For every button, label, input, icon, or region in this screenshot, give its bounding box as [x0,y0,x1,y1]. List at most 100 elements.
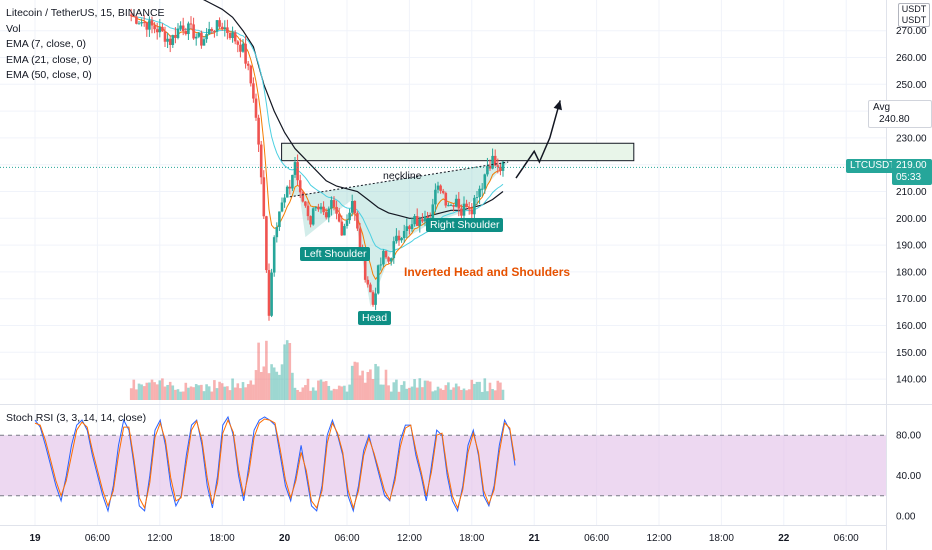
resistance-zone[interactable] [281,142,635,162]
candle-body [496,165,500,167]
candle-body [452,205,455,207]
candle-body [384,250,388,258]
candle-body [150,20,154,26]
ema7-label[interactable]: EMA (7, close, 0) [6,38,86,50]
candle-body [447,205,450,207]
candle-body [283,197,286,203]
candle-body [197,32,201,37]
volume-bar [181,391,185,400]
candle-body [415,216,419,226]
ema50-label[interactable]: EMA (50, close, 0) [6,69,92,81]
volume-bar [236,383,240,400]
volume-bar [309,390,312,400]
candle-body [426,216,429,219]
volume-bar [400,384,403,400]
candle-body [174,35,177,38]
volume-bar [426,380,429,400]
volume-bar [135,389,138,400]
candle-body [249,65,253,84]
volume-bar [415,387,419,400]
volume-bar [402,381,406,400]
projection-arrow-path[interactable] [515,100,561,179]
symbol-title[interactable]: Litecoin / TetherUS, 15, BINANCE [6,7,165,19]
volume-bar [374,363,377,400]
candle-body [335,206,338,214]
volume-bars [129,340,505,400]
volume-bar [226,386,229,400]
volume-bar [395,379,398,400]
candle-body [418,219,422,226]
volume-bar [454,383,458,400]
time-axis[interactable]: 19 06:00 12:00 18:00 20 06:00 12:00 18:00 21 06:0… [29,533,859,544]
head-label[interactable]: Head [358,311,392,325]
candle-body [309,216,312,225]
candle-body [148,20,151,30]
volume-bar [145,382,149,400]
volume-bar [350,365,354,400]
neckline-label[interactable]: neckline [383,170,422,182]
candle-body [272,237,276,273]
price-tick-label: 150.00 [896,348,927,359]
price-axis[interactable]: 270.00260.00250.00240.00230.00220.00210.… [896,26,927,385]
volume-bar [301,387,305,400]
ema21-label[interactable]: EMA (21, close, 0) [6,53,92,66]
candle-body [348,212,351,221]
vol-label[interactable]: Vol [6,22,21,35]
volume-bar [343,385,346,400]
candle-body [465,203,468,208]
volume-bar [184,382,188,400]
candle-body [192,24,195,39]
time-tick-label: 18:00 [210,533,235,544]
countdown-value: 05:33 [896,172,922,183]
volume-bar [387,385,390,400]
candle-body [181,25,185,32]
candle-body [423,216,427,222]
candle-body [304,201,307,206]
volume-bar [280,364,284,400]
volume-bar [447,382,450,400]
candle-body [311,208,315,225]
right-shoulder-label[interactable]: Right Shoulder [426,218,504,232]
left-shoulder-label[interactable]: Left Shoulder [300,247,371,261]
volume-bar [366,372,370,400]
candle-body [317,207,320,210]
currency-unit-badge[interactable]: USDT USDT [898,3,930,27]
volume-bar [275,371,279,400]
candle-body [413,216,416,225]
candle-body [356,213,359,229]
volume-bar [148,382,151,400]
candle-body [382,250,385,265]
volume-bar [496,380,500,400]
volume-bar [137,383,141,400]
stoch-rsi-label[interactable]: Stoch RSI (3, 3, 14, 14, close) [6,412,147,424]
unit-line-1: USDT [901,4,927,14]
candle-body [322,206,325,213]
volume-bar [483,378,487,400]
volume-bar [444,385,448,400]
volume-bar [171,385,175,400]
candle-body [363,257,367,280]
volume-bar [132,379,136,400]
time-tick-label: 19 [29,533,41,544]
candle-body [345,220,349,227]
candle-body [389,258,393,262]
volume-bar [218,381,221,400]
candle-body [327,208,331,218]
volume-bar [311,387,315,400]
time-tick-label: 12:00 [147,533,172,544]
rsi-axis[interactable]: 80.00 40.00 0.00 [896,431,921,523]
volume-bar [428,381,432,400]
volume-bar [324,381,328,400]
price-tick-label: 200.00 [896,214,927,225]
candle-body [194,36,198,39]
candle-body [267,270,271,316]
candle-body [142,22,146,24]
volume-bar [288,343,292,400]
price-tick-label: 260.00 [896,53,927,64]
candle-body [153,25,156,30]
candle-body [140,22,143,24]
pattern-title[interactable]: Inverted Head and Shoulders [404,265,571,279]
volume-bar [470,379,474,400]
candle-body [285,186,289,198]
